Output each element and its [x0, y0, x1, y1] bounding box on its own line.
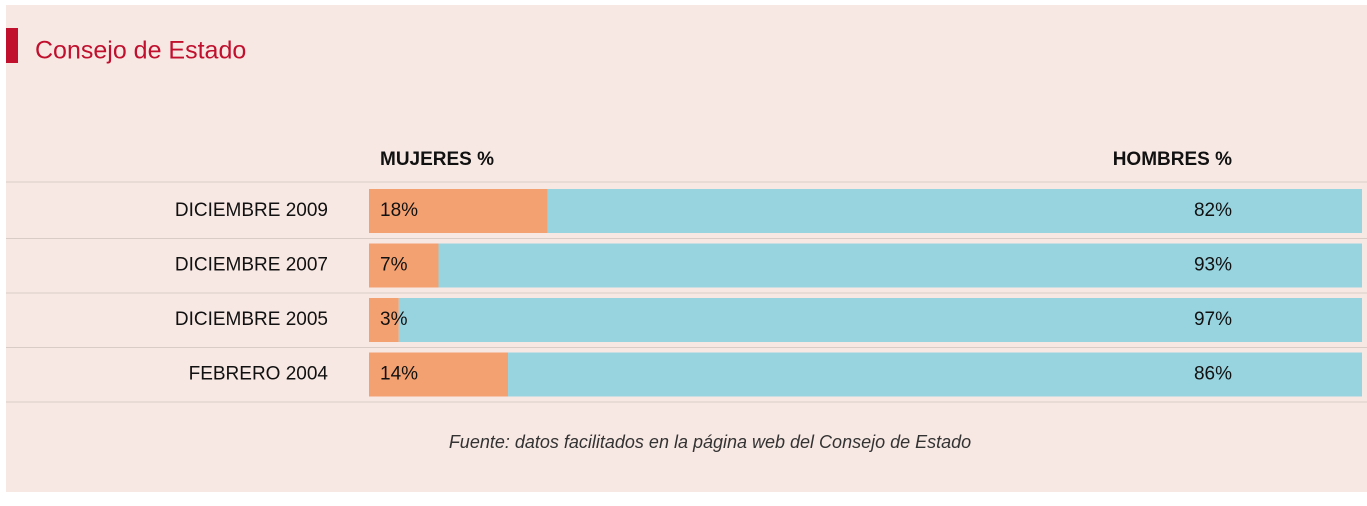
category-label: DICIEMBRE 2005 — [175, 309, 328, 330]
value-label: 14% — [380, 364, 418, 385]
value-label: 82% — [1194, 200, 1232, 221]
bar-segment — [547, 189, 1362, 233]
bar-segment — [369, 243, 439, 288]
bar-segment — [369, 189, 548, 233]
bar-segment — [369, 352, 509, 397]
value-label: 86% — [1194, 364, 1232, 385]
chart-title: Consejo de Estado — [35, 37, 246, 65]
series-header: MUJERES % — [380, 149, 494, 170]
source-note: Fuente: datos facilitados en la página w… — [449, 432, 971, 452]
series-header: HOMBRES % — [1113, 149, 1232, 170]
value-label: 93% — [1194, 255, 1232, 276]
title-accent — [6, 28, 18, 63]
value-label: 97% — [1194, 309, 1232, 330]
bar-segment — [369, 298, 399, 342]
value-label: 18% — [380, 200, 418, 221]
category-label: DICIEMBRE 2009 — [175, 200, 328, 221]
category-label: FEBRERO 2004 — [189, 364, 329, 385]
value-label: 7% — [380, 255, 408, 276]
bar-segment — [398, 298, 1362, 342]
value-label: 3% — [380, 309, 408, 330]
bar-segment — [508, 352, 1362, 397]
category-label: DICIEMBRE 2007 — [175, 255, 328, 276]
bar-segment — [438, 243, 1362, 288]
